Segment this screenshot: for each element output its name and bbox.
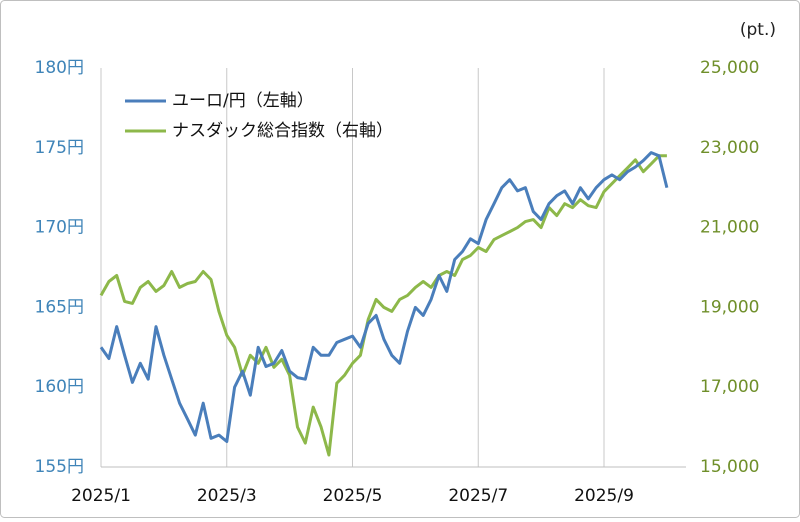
- x-tick-label: 2025/7: [448, 486, 508, 506]
- unit-label: (pt.): [740, 20, 776, 40]
- y2-tick-label: 23,000: [700, 138, 759, 158]
- y-tick-label: 165円: [35, 297, 84, 317]
- y-tick-label: 180円: [35, 58, 84, 78]
- y-tick-label: 175円: [35, 138, 84, 158]
- x-tick-label: 2025/3: [197, 486, 257, 506]
- x-tick-label: 2025/5: [323, 486, 383, 506]
- y-tick-label: 160円: [35, 377, 84, 397]
- x-tick-label: 2025/9: [574, 486, 634, 506]
- y2-tick-label: 19,000: [700, 297, 759, 317]
- legend-label: ナスダック総合指数（右軸）: [172, 121, 393, 141]
- y-tick-label: 170円: [35, 218, 84, 238]
- legend-label: ユーロ/円（左軸）: [172, 91, 314, 111]
- y2-tick-label: 15,000: [700, 457, 759, 477]
- x-tick-label: 2025/1: [71, 486, 131, 506]
- series-line: [99, 151, 669, 443]
- series-line: [99, 154, 667, 457]
- y2-tick-label: 25,000: [700, 58, 759, 78]
- y-tick-label: 155円: [35, 457, 84, 477]
- y2-tick-label: 21,000: [700, 218, 759, 238]
- y2-tick-label: 17,000: [700, 377, 759, 397]
